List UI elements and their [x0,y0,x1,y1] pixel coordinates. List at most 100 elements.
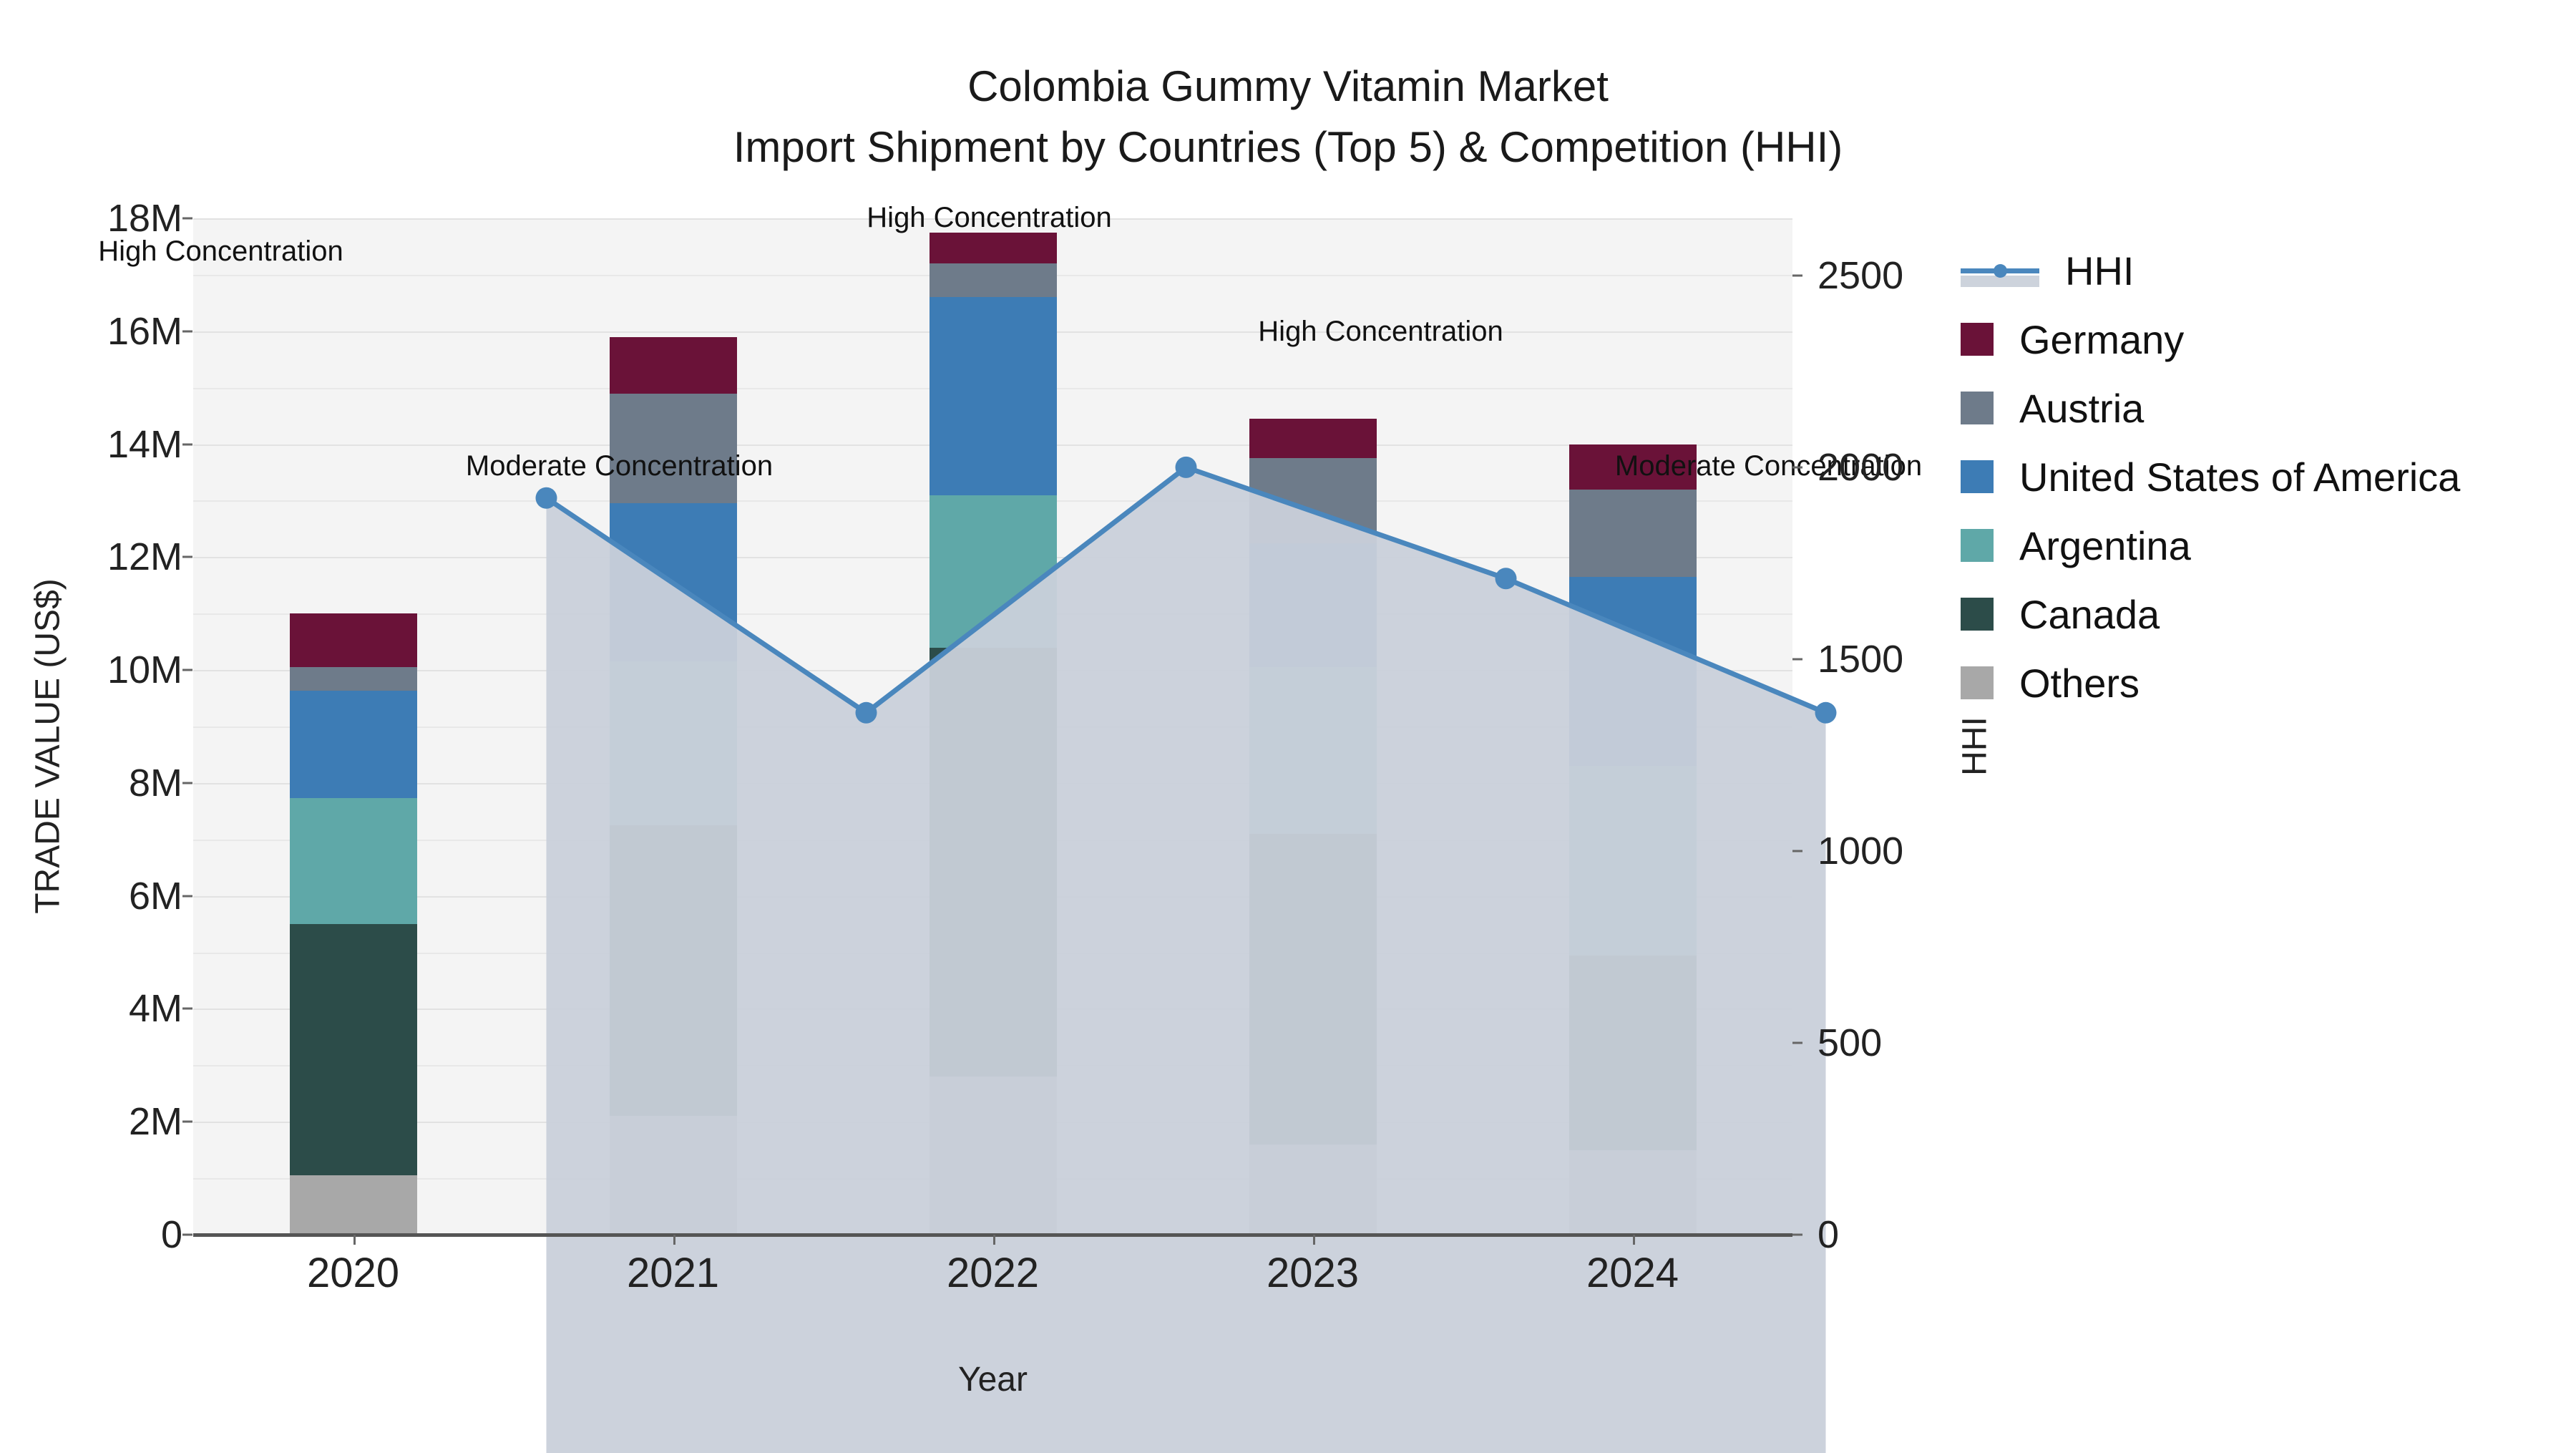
y-axis-left-tick-label: 10M [107,648,182,692]
bar-segment[interactable] [609,336,737,394]
legend-dot-icon [1994,264,2007,278]
legend-item-label: Argentina [2019,523,2191,568]
y-axis-right-tick-mark [1792,850,1802,852]
legend-color-swatch [1961,392,1994,424]
bar-segment[interactable] [289,613,417,668]
legend-item[interactable]: Germany [1961,305,2555,374]
hhi-data-point[interactable] [1815,701,1837,724]
concentration-annotation: Moderate Concentration [1614,449,1923,482]
y-axis-left-tick-label: 18M [107,197,182,240]
y-axis-left-tick-label: 8M [128,761,182,805]
hhi-data-point[interactable] [1495,568,1517,590]
y-axis-right-tick-mark [1792,658,1802,661]
x-axis-tick-label: 2023 [1266,1250,1360,1296]
y-axis-left-tick-mark [182,443,192,446]
x-axis-tick-label: 2020 [306,1250,400,1296]
legend-item[interactable]: HHI [1961,236,2555,305]
legend-color-swatch [1961,323,1994,356]
gridline [193,218,1792,220]
x-axis-tick-mark [1632,1235,1635,1245]
y-axis-right-tick-label: 0 [1818,1213,1840,1256]
y-axis-right-tick-label: 2000 [1818,446,1904,490]
x-axis-tick-label: 2022 [946,1250,1040,1296]
y-axis-left-tick-label: 4M [128,987,182,1031]
concentration-annotation: High Concentration [867,201,1112,233]
x-axis-tick-mark [1312,1235,1315,1245]
bar-segment[interactable] [929,263,1057,298]
legend-item[interactable]: Canada [1961,580,2555,648]
legend-item[interactable]: United States of America [1961,442,2555,511]
x-axis-tick-mark [353,1235,356,1245]
bar-segment[interactable] [289,667,417,691]
y-axis-left-tick-mark [182,1007,192,1010]
plot-area: High Concentration Moderate Concentration… [98,202,1922,1453]
legend-color-swatch [1961,460,1994,493]
legend-color-swatch [1961,666,1994,699]
y-axis-left-tick-label: 2M [128,1100,182,1144]
legend-color-swatch [1961,529,1994,562]
concentration-annotation: High Concentration [1258,316,1503,348]
bar-segment[interactable] [1568,444,1697,490]
y-axis-right-tick-label: 500 [1818,1021,1883,1065]
legend-item-label: Canada [2019,591,2160,637]
legend-item[interactable]: Austria [1961,374,2555,442]
legend-item-label: HHI [2065,248,2135,293]
bar-segment[interactable] [289,798,417,925]
legend-line-marker-icon [1961,254,2039,287]
y-axis-right-tick-mark [1792,1233,1802,1236]
y-axis-right-tick-label: 1500 [1818,638,1904,681]
legend-area-swatch [1961,276,2039,287]
y-axis-left-tick-label: 16M [107,309,182,353]
y-axis-left-tick-mark [182,217,192,220]
bar-segment[interactable] [289,691,417,799]
y-axis-right-tick-mark [1792,1041,1802,1044]
bar-segment[interactable] [289,1175,417,1235]
x-axis-tick-mark [992,1235,995,1245]
legend-item-label: Austria [2019,385,2145,431]
y-axis-right-tick-label: 1000 [1818,830,1904,873]
legend-item[interactable]: Others [1961,648,2555,717]
y-axis-left-tick-label: 14M [107,422,182,466]
y-axis-left-tick-label: 6M [128,874,182,918]
legend-item-label: Others [2019,660,2140,706]
x-axis-tick-label: 2021 [626,1250,720,1296]
legend-item-label: Germany [2019,316,2185,362]
y-axis-left-tick-mark [182,1233,192,1236]
chart-title-line-2: Import Shipment by Countries (Top 5) & C… [733,123,1843,172]
hhi-area-fill [546,467,1826,1453]
hhi-data-point[interactable] [1175,456,1197,478]
hhi-data-point[interactable] [535,487,557,509]
concentration-annotation: High Concentration [98,235,343,267]
x-axis-tick-label: 2024 [1586,1250,1679,1296]
y-axis-left-title: TRADE VALUE (US$) [29,578,67,914]
bar-segment[interactable] [289,924,417,1176]
chart-title: Colombia Gummy Vitamin Market Import Shi… [0,56,2576,178]
legend-color-swatch [1961,598,1994,631]
bar-stack[interactable] [289,218,417,1235]
y-axis-left-tick-mark [182,782,192,784]
y-axis-left-tick-mark [182,1120,192,1123]
y-axis-left-tick-mark [182,895,192,898]
x-axis-tick-mark [673,1235,675,1245]
bar-segment[interactable] [1568,489,1697,577]
x-axis-title: Year [958,1361,1028,1399]
y-axis-left-tick-label: 12M [107,535,182,579]
y-axis-left-tick-label: 0 [160,1213,182,1256]
y-axis-left-tick-mark [182,330,192,333]
legend-item-label: United States of America [2019,454,2461,500]
bar-segment[interactable] [1249,419,1377,459]
bar-segment[interactable] [929,297,1057,495]
hhi-data-point[interactable] [855,701,877,724]
bar-segment[interactable] [929,232,1057,264]
y-axis-right-tick-mark [1792,274,1802,277]
chart-title-line-1: Colombia Gummy Vitamin Market [967,62,1609,110]
concentration-annotation: Moderate Concentration [465,449,774,482]
y-axis-right-tick-mark [1792,466,1802,469]
bar-segment[interactable] [609,393,737,504]
y-axis-right-tick-label: 2500 [1818,254,1904,298]
chart-legend: HHI Germany Austria United States of Americ… [1961,236,2555,717]
y-axis-left-tick-mark [182,555,192,558]
legend-item[interactable]: Argentina [1961,511,2555,580]
y-axis-left-tick-mark [182,669,192,671]
